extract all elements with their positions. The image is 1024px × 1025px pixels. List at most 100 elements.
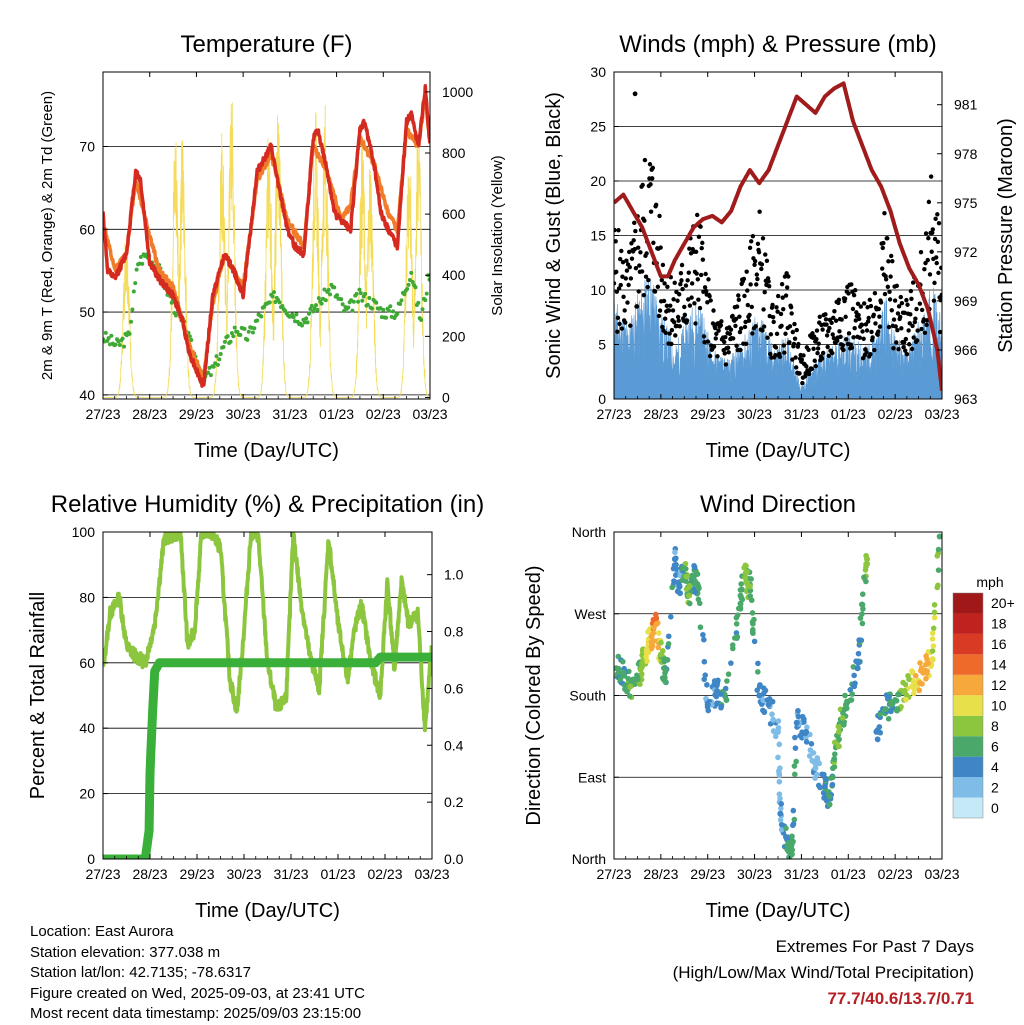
gust-point xyxy=(849,345,855,350)
gust-point xyxy=(871,312,876,318)
gust-point xyxy=(668,303,673,308)
wind-direction-point xyxy=(625,675,632,682)
winds-y-label: Sonic Wind & Gust (Blue, Black) xyxy=(543,92,565,379)
gust-point xyxy=(877,324,883,329)
dewpoint-point xyxy=(277,300,282,305)
wind-direction-point xyxy=(777,817,784,823)
wind-direction-point xyxy=(638,671,645,678)
gust-point xyxy=(765,335,770,340)
gust-point xyxy=(851,293,857,298)
colorbar-swatch xyxy=(953,654,983,675)
wind-direction-point xyxy=(643,647,650,654)
humidity-y-tick-label: 100 xyxy=(72,524,96,540)
gust-point xyxy=(814,336,819,342)
gust-point xyxy=(750,331,755,336)
dewpoint-point xyxy=(215,362,220,367)
wind-direction-point xyxy=(855,650,862,657)
wind-direction-point xyxy=(738,581,744,587)
humidity-plot-area xyxy=(103,532,432,859)
gust-point xyxy=(929,249,934,254)
wind-direction-point xyxy=(885,716,892,722)
wind-direction-point xyxy=(851,672,857,679)
gust-point xyxy=(830,332,835,337)
gust-point xyxy=(742,324,748,330)
wind-direction-point xyxy=(676,583,683,590)
dewpoint-point xyxy=(395,311,400,316)
gust-point xyxy=(766,284,772,289)
winds-x-tick-label: 02/23 xyxy=(878,406,913,422)
direction-x-tick-label: 30/23 xyxy=(737,866,772,882)
wind-direction-point xyxy=(760,707,766,714)
gust-point xyxy=(829,350,835,356)
dewpoint-point xyxy=(267,300,272,305)
dewpoint-point xyxy=(420,307,425,312)
direction-plot-area xyxy=(614,533,942,859)
dewpoint-point xyxy=(228,339,233,344)
gust-point xyxy=(856,316,862,322)
colorbar-swatch xyxy=(953,797,983,818)
gust-point xyxy=(730,313,735,319)
dewpoint-point xyxy=(307,311,312,316)
winds-x-tick-label: 29/23 xyxy=(690,406,725,422)
gust-point xyxy=(745,288,750,293)
gust-point xyxy=(824,333,830,338)
colorbar-label: 18 xyxy=(991,616,1007,632)
direction-x-tick-label: 29/23 xyxy=(690,866,725,882)
gust-point xyxy=(692,301,697,306)
wind-direction-point xyxy=(704,682,710,688)
gust-point xyxy=(849,282,854,287)
wind-direction-point xyxy=(657,651,664,658)
wind-direction-point xyxy=(755,660,761,667)
wind-direction-point xyxy=(929,630,936,636)
gust-point xyxy=(926,199,932,205)
dewpoint-point xyxy=(416,300,421,305)
wind-direction-point xyxy=(916,687,923,694)
gust-point xyxy=(672,280,677,286)
gust-point xyxy=(633,265,639,271)
wind-direction-point xyxy=(828,775,834,781)
gust-point xyxy=(737,314,742,319)
gust-point xyxy=(896,304,902,309)
gust-point xyxy=(811,346,816,352)
dewpoint-point xyxy=(273,300,278,305)
gust-point xyxy=(840,343,846,348)
winds-x-tick-label: 28/23 xyxy=(643,406,678,422)
gust-point xyxy=(634,304,640,309)
gust-point xyxy=(702,285,708,290)
gust-point xyxy=(870,335,875,340)
gust-point xyxy=(933,216,938,222)
gust-point xyxy=(628,276,634,281)
gust-point xyxy=(615,315,621,321)
gust-point xyxy=(637,263,642,268)
gust-point xyxy=(844,337,849,342)
gust-point xyxy=(614,227,617,233)
wind-direction-point xyxy=(777,765,783,771)
wind-direction-point xyxy=(896,691,902,698)
gust-point xyxy=(753,324,758,329)
gust-point xyxy=(877,314,882,319)
gust-point xyxy=(632,246,638,252)
humidity-x-label: Time (Day/UTC) xyxy=(195,900,340,922)
gust-point xyxy=(913,316,918,321)
dewpoint-point xyxy=(424,291,429,296)
winds-plot-area xyxy=(614,81,942,399)
dewpoint-point xyxy=(140,261,145,266)
wind-direction-point xyxy=(791,763,798,769)
gust-point xyxy=(686,297,691,302)
gust-point xyxy=(909,346,915,352)
dewpoint-point xyxy=(398,301,403,306)
wind-direction-point xyxy=(863,578,869,585)
gust-point xyxy=(901,340,907,345)
gust-point xyxy=(782,350,787,355)
gust-point xyxy=(754,272,760,277)
gust-point xyxy=(759,262,765,267)
temperature-title: Temperature (F) xyxy=(180,31,352,58)
gust-point xyxy=(675,298,680,303)
gust-point xyxy=(829,320,834,326)
gust-point xyxy=(761,307,766,312)
dewpoint-point xyxy=(134,267,139,272)
gust-point xyxy=(662,316,668,321)
gust-point xyxy=(932,236,938,242)
wind-direction-point xyxy=(672,572,679,578)
wind-direction-point xyxy=(662,674,668,681)
